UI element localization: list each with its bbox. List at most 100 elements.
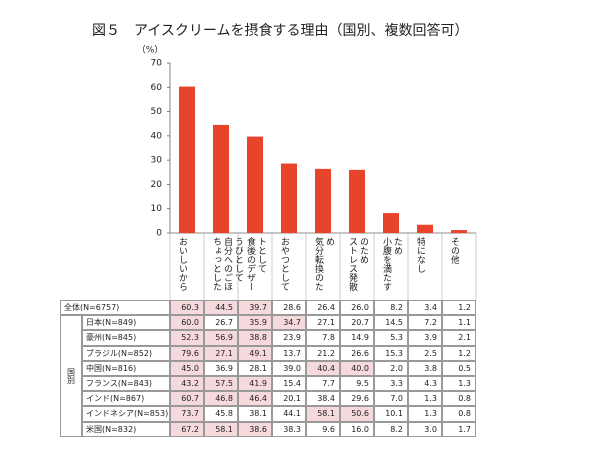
table-cell: 67.2 — [170, 421, 204, 437]
table-cell: 14.5 — [374, 315, 408, 331]
table-cell: 7.0 — [374, 391, 408, 407]
table-cell: 45.8 — [204, 406, 238, 422]
table-cell: 27.1 — [306, 315, 340, 331]
bar — [179, 86, 195, 233]
table-cell: 28.6 — [272, 300, 306, 316]
table-cell: 38.4 — [306, 391, 340, 407]
table-cell: 10.1 — [374, 406, 408, 422]
table-cell: 49.1 — [238, 345, 272, 361]
table-cell: 46.8 — [204, 391, 238, 407]
bar — [383, 213, 399, 233]
x-tick-label: 食後のデザートとして — [245, 237, 266, 291]
bar — [417, 224, 433, 233]
table-cell: 41.9 — [238, 376, 272, 392]
table-cell: 9.6 — [306, 421, 340, 437]
table-cell: 60.7 — [170, 391, 204, 407]
table-cell: 3.0 — [408, 421, 442, 437]
y-tick-label: 50 — [151, 107, 163, 117]
table-cell: 7.2 — [408, 315, 442, 331]
group-label: 国別 — [60, 315, 82, 437]
table-cell: 60.3 — [170, 300, 204, 316]
bar — [213, 124, 229, 233]
table-cell: 15.3 — [374, 345, 408, 361]
table-cell: 26.7 — [204, 315, 238, 331]
table-cell: 38.8 — [238, 330, 272, 346]
row-label: インド(N=867) — [82, 391, 170, 407]
table-cell: 14.9 — [340, 330, 374, 346]
table-cell: 44.5 — [204, 300, 238, 316]
bar — [451, 230, 467, 233]
table-cell: 40.0 — [340, 360, 374, 376]
table-cell: 0.8 — [442, 391, 476, 407]
x-tick-label: 気分転換のため — [313, 237, 334, 291]
table-cell: 3.8 — [408, 360, 442, 376]
y-unit: （%） — [137, 45, 164, 56]
table-cell: 9.5 — [340, 376, 374, 392]
row-label: インドネシア(N=853) — [82, 406, 170, 422]
table-cell: 1.3 — [408, 391, 442, 407]
table-cell: 1.2 — [442, 300, 476, 316]
table-cell: 46.4 — [238, 391, 272, 407]
table-cell: 21.2 — [306, 345, 340, 361]
table-cell: 15.4 — [272, 376, 306, 392]
table-cell: 4.3 — [408, 376, 442, 392]
table-cell: 7.7 — [306, 376, 340, 392]
bar — [349, 169, 365, 233]
x-tick-label: 特になし — [415, 237, 425, 273]
table-cell: 23.9 — [272, 330, 306, 346]
table-cell: 1.2 — [442, 345, 476, 361]
table-cell: 1.3 — [408, 406, 442, 422]
table-cell: 20.1 — [272, 391, 306, 407]
y-tick-label: 0 — [156, 229, 162, 239]
y-tick-label: 30 — [151, 156, 163, 166]
table-cell: 35.9 — [238, 315, 272, 331]
y-tick-label: 60 — [151, 83, 163, 93]
table-cell: 2.0 — [374, 360, 408, 376]
table-cell: 26.0 — [340, 300, 374, 316]
table-cell: 3.4 — [408, 300, 442, 316]
bar — [247, 136, 263, 233]
y-tick-label: 10 — [151, 204, 163, 214]
table-cell: 0.8 — [442, 406, 476, 422]
x-tick-label: ちょっとした自分へのごほうびとして — [211, 237, 243, 291]
table-cell: 50.6 — [340, 406, 374, 422]
table-cell: 60.0 — [170, 315, 204, 331]
y-tick-label: 70 — [151, 59, 163, 69]
table-cell: 58.1 — [204, 421, 238, 437]
x-tick-label: その他 — [449, 237, 459, 264]
table-cell: 2.1 — [442, 330, 476, 346]
row-label: 日本(N=849) — [82, 315, 170, 331]
table-cell: 38.3 — [272, 421, 306, 437]
table-cell: 40.4 — [306, 360, 340, 376]
table-cell: 44.1 — [272, 406, 306, 422]
table-cell: 20.7 — [340, 315, 374, 331]
bar — [281, 163, 297, 233]
chart-title: 図５ アイスクリームを摂食する理由（国別、複数回答可） — [92, 23, 469, 39]
x-tick-label: 小腹を満たすため — [381, 237, 402, 291]
table-cell: 1.3 — [442, 376, 476, 392]
row-label: ブラジル(N=852) — [82, 345, 170, 361]
table-cell: 43.2 — [170, 376, 204, 392]
row-label: フランス(N=843) — [82, 376, 170, 392]
table-cell: 26.4 — [306, 300, 340, 316]
table-cell: 79.6 — [170, 345, 204, 361]
table-cell: 8.2 — [374, 300, 408, 316]
table-cell: 34.7 — [272, 315, 306, 331]
table-cell: 73.7 — [170, 406, 204, 422]
row-label: 中国(N=816) — [82, 360, 170, 376]
table-cell: 27.1 — [204, 345, 238, 361]
table-cell: 28.1 — [238, 360, 272, 376]
x-tick-label: おいしいから — [177, 237, 187, 291]
table-cell: 39.0 — [272, 360, 306, 376]
row-label: 全体(N=6757) — [60, 300, 170, 316]
table-cell: 56.9 — [204, 330, 238, 346]
table-cell: 38.6 — [238, 421, 272, 437]
x-tick-label: ストレス発散のため — [347, 237, 368, 291]
table-cell: 58.1 — [306, 406, 340, 422]
table-cell: 29.6 — [340, 391, 374, 407]
y-tick-label: 40 — [151, 131, 163, 141]
table-cell: 8.2 — [374, 421, 408, 437]
table-cell: 2.5 — [408, 345, 442, 361]
table-cell: 36.9 — [204, 360, 238, 376]
